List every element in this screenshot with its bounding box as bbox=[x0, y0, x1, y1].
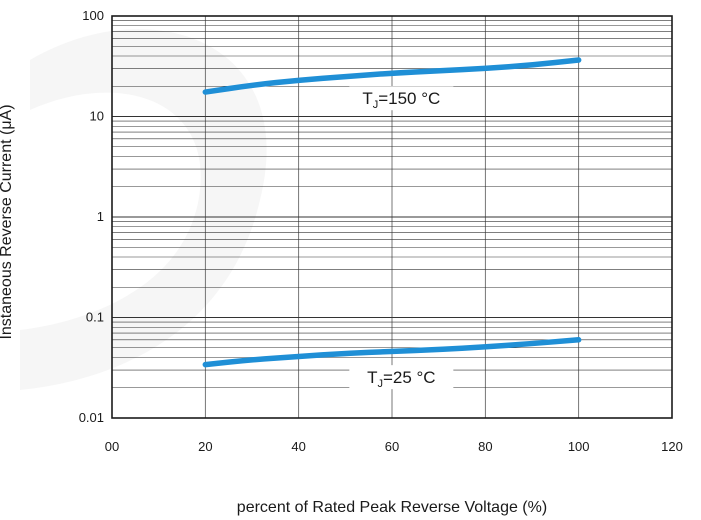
y-tick-label: 0.01 bbox=[79, 410, 104, 425]
y-tick-label: 1 bbox=[97, 209, 104, 224]
y-axis-label: Instaneous Reverse Current (μA) bbox=[0, 104, 15, 339]
x-tick-label: 00 bbox=[105, 439, 119, 454]
series-label: TJ=150 °C bbox=[362, 89, 440, 111]
series-label: TJ=25 °C bbox=[367, 368, 436, 390]
y-tick-label: 0.1 bbox=[86, 310, 104, 325]
series-line bbox=[202, 57, 582, 95]
plot-frame bbox=[111, 15, 673, 419]
x-tick-label: 20 bbox=[198, 439, 212, 454]
series-label-bg bbox=[349, 365, 454, 390]
x-tick-label: 80 bbox=[478, 439, 492, 454]
x-tick-label: 60 bbox=[385, 439, 399, 454]
x-tick-label: 100 bbox=[568, 439, 590, 454]
y-tick-label: 100 bbox=[82, 8, 104, 23]
y-tick-labels: 0.01 0.1 1 10 100 bbox=[79, 8, 104, 425]
curves bbox=[202, 57, 582, 368]
watermark-logo bbox=[20, 29, 267, 390]
plot-grid bbox=[112, 16, 672, 418]
y-tick-label: 10 bbox=[90, 109, 104, 124]
x-tick-label: 120 bbox=[661, 439, 683, 454]
x-tick-label: 40 bbox=[291, 439, 305, 454]
x-tick-labels: 00 20 40 60 80 100 120 bbox=[105, 439, 683, 454]
series-line bbox=[202, 337, 582, 368]
x-axis-label: percent of Rated Peak Reverse Voltage (%… bbox=[237, 499, 547, 516]
curve-annotations: TJ=150 °C TJ=25 °C bbox=[349, 86, 454, 390]
series-label-bg bbox=[349, 86, 454, 111]
